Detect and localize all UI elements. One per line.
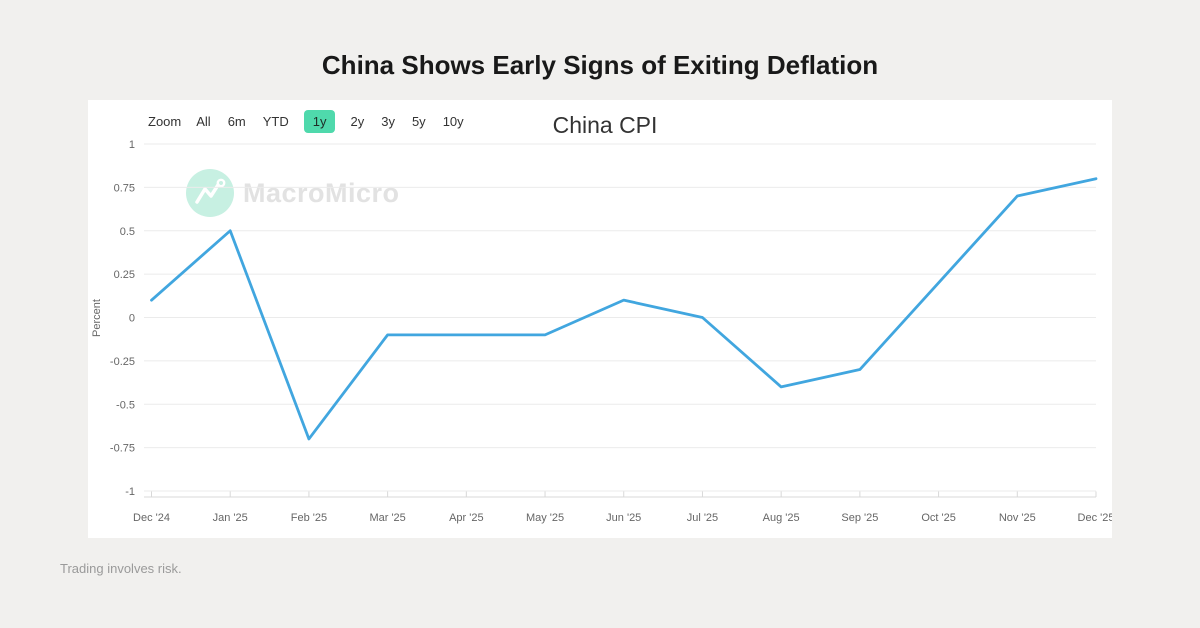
y-axis-tick-label: 1 bbox=[129, 139, 135, 151]
cpi-line-chart[interactable]: 1 0.75 0.5 0.25 0 -0.25 -0.5 -0.75 -1 Dec '24 Jan … bbox=[88, 100, 1112, 538]
watermark-label: MacroMicro bbox=[243, 177, 400, 208]
y-axis-tick-label: 0.75 bbox=[114, 182, 135, 194]
x-axis-tick-label: Aug '25 bbox=[763, 512, 800, 524]
page-title: China Shows Early Signs of Exiting Defla… bbox=[321, 50, 879, 80]
zoom-button-all[interactable]: All bbox=[194, 110, 212, 133]
zoom-button-10y[interactable]: 10y bbox=[441, 110, 466, 133]
x-axis-tick-label: Oct '25 bbox=[921, 512, 956, 524]
y-axis-tick-label: -0.5 bbox=[116, 399, 135, 411]
x-axis-tick-label: Jan '25 bbox=[213, 512, 248, 524]
chart-panel: Zoom All 6m YTD 1y 2y 3y 5y 10y China CP… bbox=[88, 100, 1112, 538]
x-axis-tick-label: Apr '25 bbox=[449, 512, 484, 524]
y-axis-tick-label: 0 bbox=[129, 313, 135, 325]
zoom-toolbar: Zoom All 6m YTD 1y 2y 3y 5y 10y bbox=[148, 108, 466, 134]
zoom-button-1y[interactable]: 1y bbox=[303, 109, 336, 133]
disclaimer: Trading involves risk. bbox=[60, 561, 182, 576]
x-axis-tick-label: Sep '25 bbox=[841, 512, 878, 524]
watermark: MacroMicro bbox=[186, 169, 400, 217]
x-axis-tick-label: Dec '25 bbox=[1078, 512, 1112, 524]
x-axis-tick-label: Mar '25 bbox=[369, 512, 405, 524]
x-axis-tick-label: Feb '25 bbox=[291, 512, 327, 524]
chart-title: China CPI bbox=[552, 112, 658, 138]
zoom-button-2y[interactable]: 2y bbox=[348, 110, 366, 133]
y-axis-tick-label: 0.5 bbox=[120, 226, 135, 238]
zoom-button-ytd[interactable]: YTD bbox=[261, 110, 291, 133]
y-axis-tick-label: -0.25 bbox=[110, 356, 135, 368]
y-axis-tick-label: -0.75 bbox=[110, 443, 135, 455]
macromicro-logo-icon bbox=[186, 169, 234, 217]
zoom-button-5y[interactable]: 5y bbox=[410, 110, 428, 133]
x-axis-tick-label: Jun '25 bbox=[606, 512, 641, 524]
zoom-button-3y[interactable]: 3y bbox=[379, 110, 397, 133]
x-axis-tick-label: Nov '25 bbox=[999, 512, 1036, 524]
cpi-line-series bbox=[150, 177, 1098, 441]
y-axis-title: Percent bbox=[91, 299, 103, 337]
y-axis-tick-label: 0.25 bbox=[114, 269, 135, 281]
y-axis-tick-label: -1 bbox=[125, 486, 135, 498]
x-axis-tick-label: May '25 bbox=[526, 512, 564, 524]
zoom-toolbar-label: Zoom bbox=[148, 113, 182, 129]
zoom-button-6m[interactable]: 6m bbox=[226, 110, 248, 133]
x-axis-tick-label: Dec '24 bbox=[133, 512, 170, 524]
x-axis-tick-label: Jul '25 bbox=[687, 512, 718, 524]
